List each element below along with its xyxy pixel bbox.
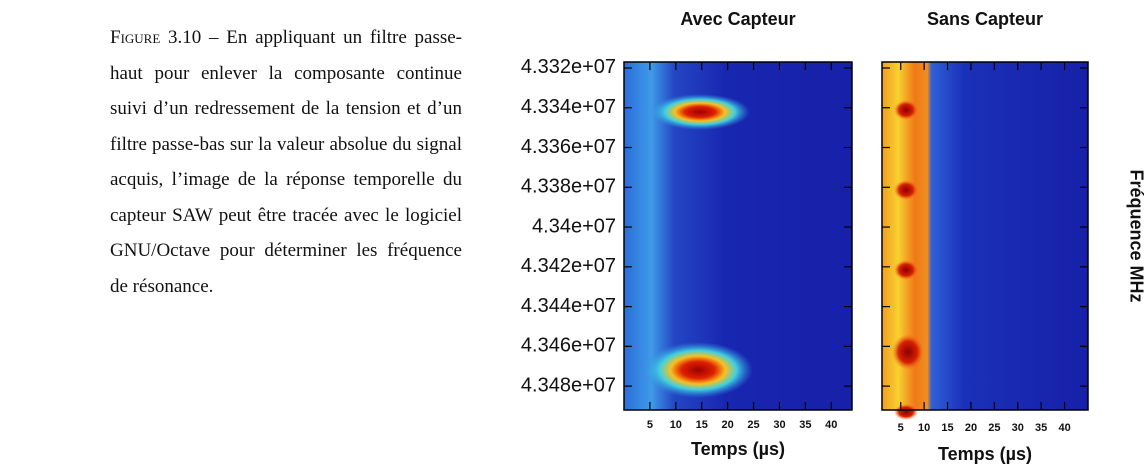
x-axis-label: Temps (µs) [691, 439, 785, 459]
y-tick-label: 4.336e+07 [521, 136, 616, 158]
x-tick-label: 10 [670, 419, 682, 431]
x-axis-label: Temps (µs) [938, 444, 1032, 464]
x-tick-label: 40 [1058, 422, 1070, 434]
panel-title: Avec Capteur [680, 9, 795, 29]
y-tick-label: 4.342e+07 [521, 255, 616, 277]
heatmap-avec [623, 61, 853, 411]
x-tick-label: 30 [1012, 422, 1024, 434]
y-tick-label: 4.338e+07 [521, 176, 616, 198]
x-tick-label: 25 [747, 419, 759, 431]
y-tick-label: 4.344e+07 [521, 295, 616, 317]
x-tick-label: 30 [773, 419, 785, 431]
panel-title: Sans Capteur [927, 9, 1043, 29]
x-tick-label: 35 [799, 419, 811, 431]
x-tick-label: 5 [647, 419, 653, 431]
x-tick-label: 10 [918, 422, 930, 434]
caption-label: Figure 3.10 [110, 27, 202, 48]
y-tick-label: 4.348e+07 [521, 374, 616, 396]
caption-separator: – [209, 27, 219, 48]
x-tick-label: 35 [1035, 422, 1047, 434]
x-tick-label: 40 [825, 419, 837, 431]
x-tick-label: 15 [696, 419, 708, 431]
caption-text: En appliquant un filtre passe-haut pour … [110, 27, 463, 297]
y-tick-label: 4.34e+07 [532, 215, 616, 237]
y-tick-label: 4.334e+07 [521, 96, 616, 118]
y-axis-label: Fréquence MHz [1126, 169, 1146, 302]
x-tick-label: 20 [965, 422, 977, 434]
y-tick-label: 4.346e+07 [521, 335, 616, 357]
y-tick-label: 4.332e+07 [521, 56, 616, 78]
heatmap-sans [881, 61, 1089, 420]
x-tick-label: 15 [941, 422, 953, 434]
figure-caption: Figure 3.10 – En appliquant un filtre pa… [110, 20, 462, 304]
x-tick-label: 5 [898, 422, 904, 434]
x-tick-label: 25 [988, 422, 1000, 434]
x-tick-label: 20 [722, 419, 734, 431]
